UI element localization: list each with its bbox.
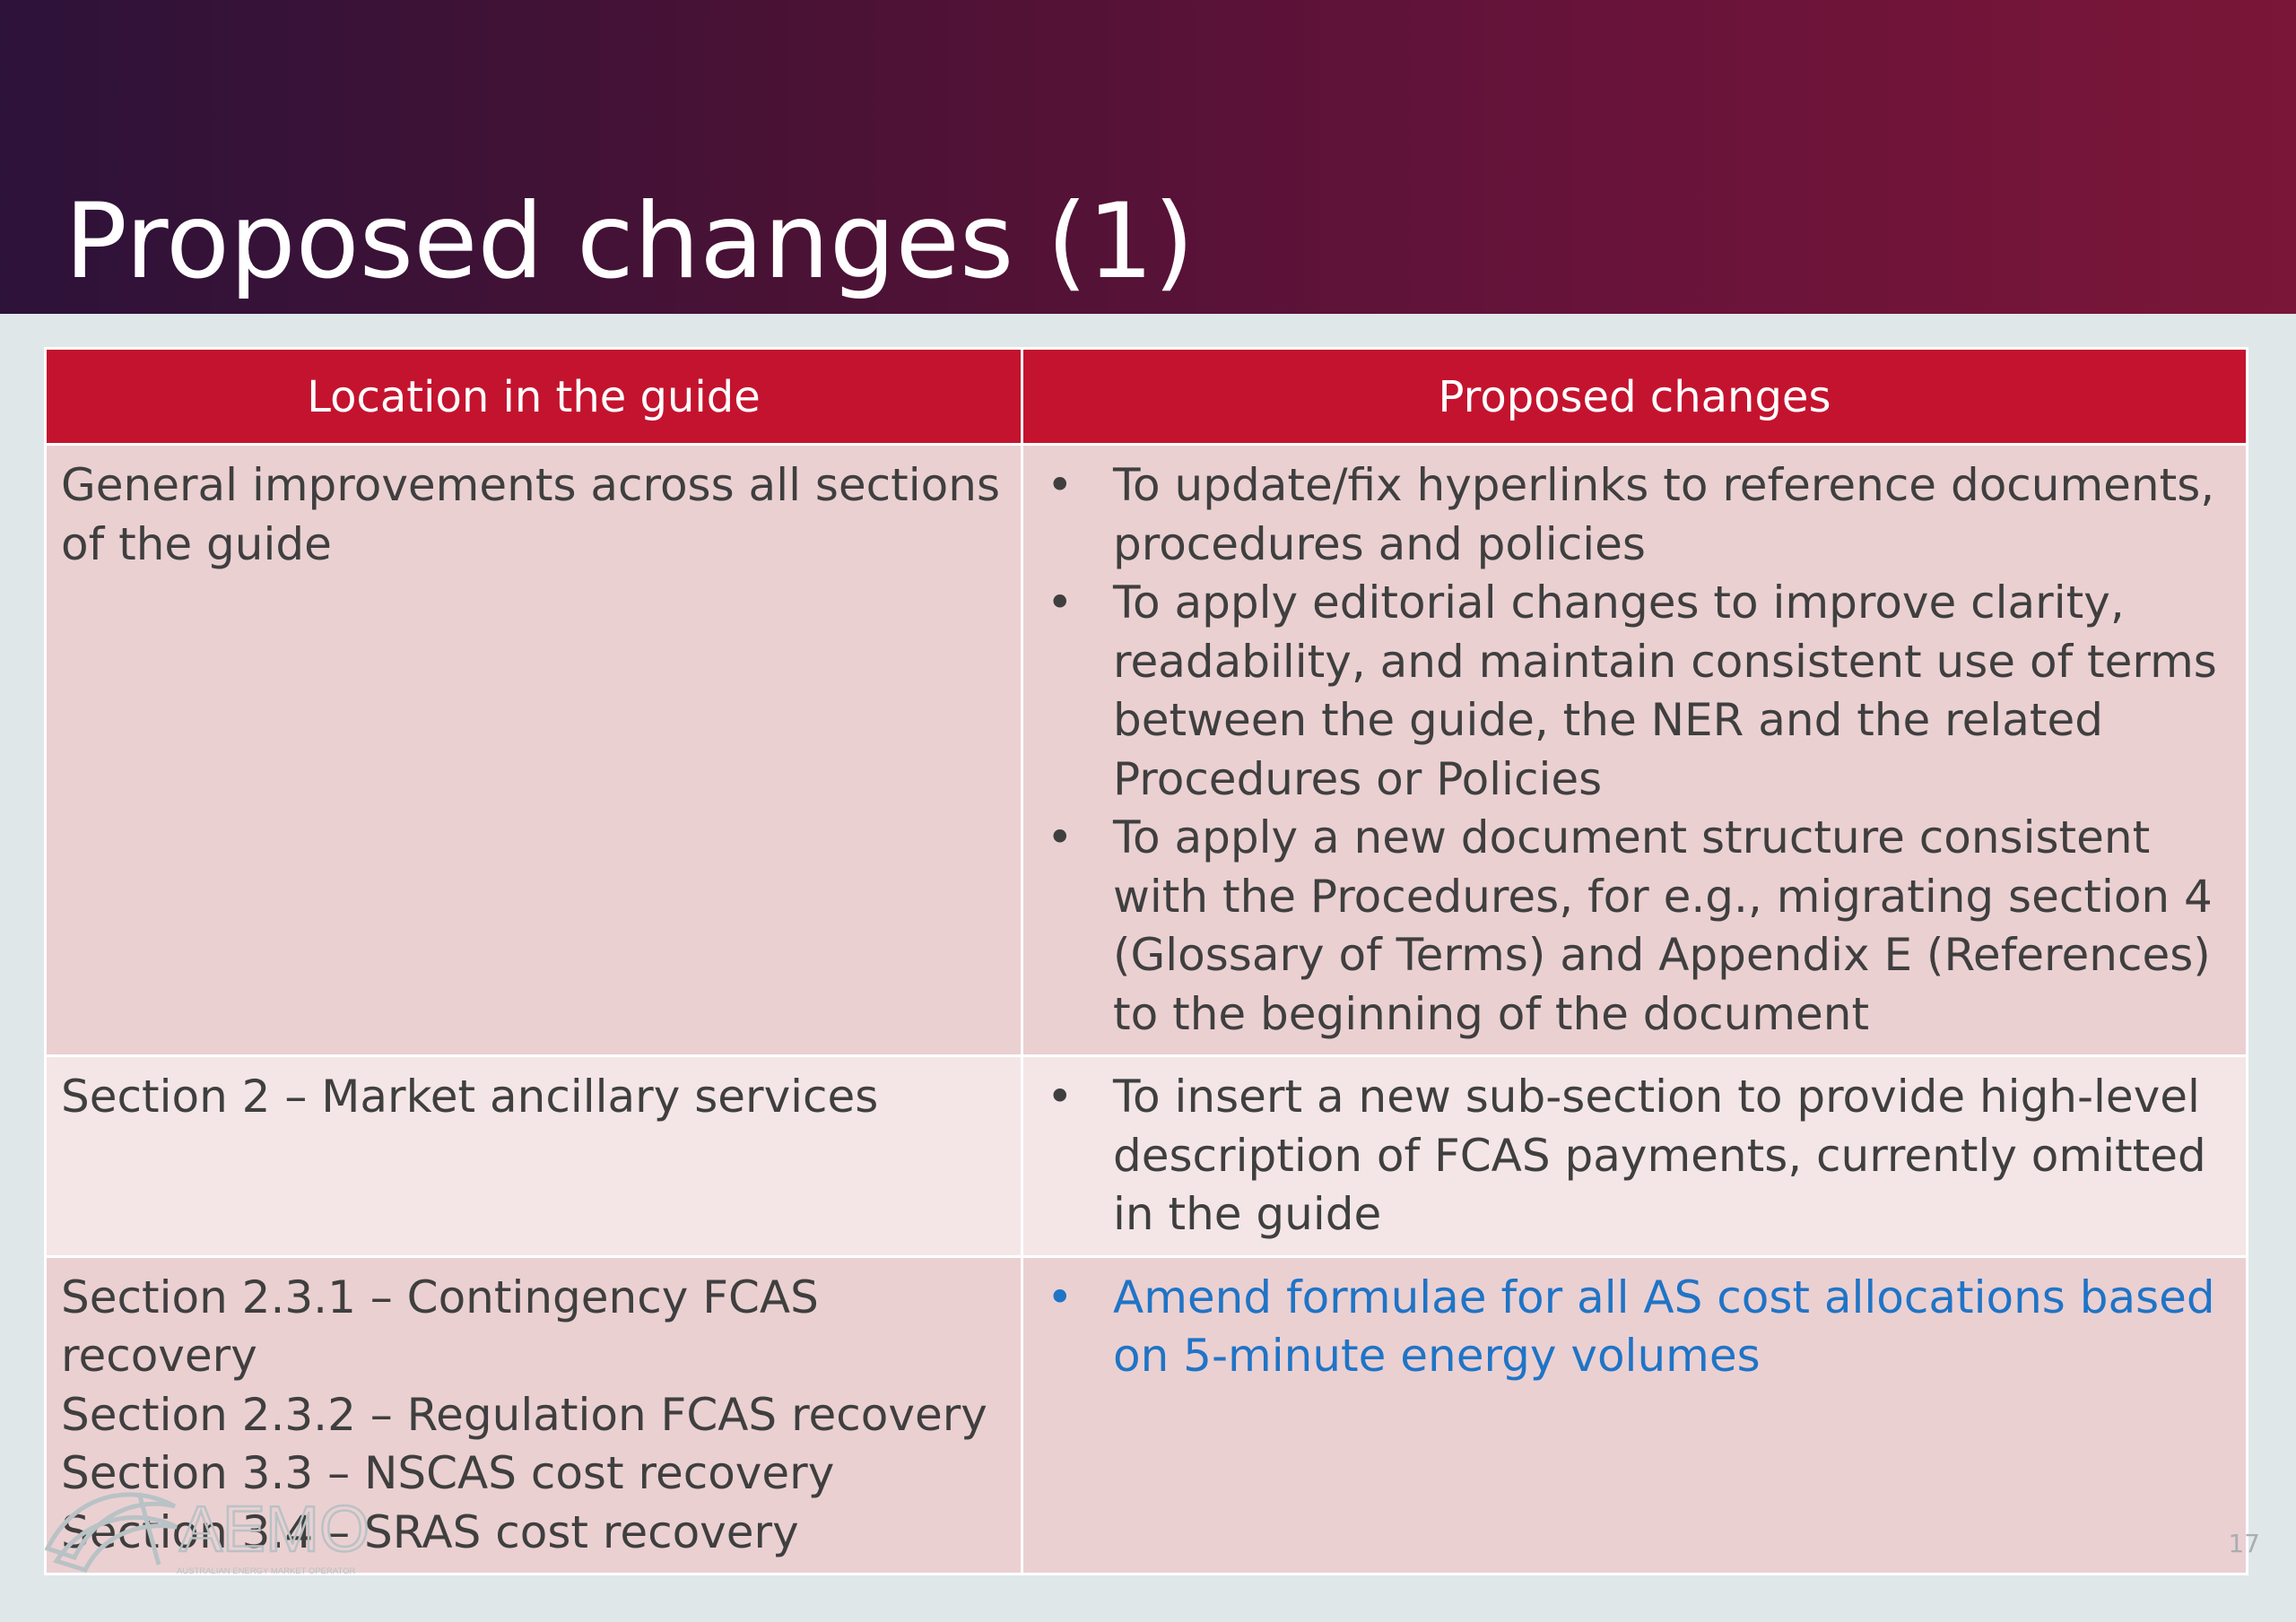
column-header-changes: Proposed changes (1021, 347, 2248, 446)
change-text: To apply a new document structure consis… (1113, 811, 2213, 1040)
list-item: • Amend formulae for all AS cost allocati… (1038, 1269, 2233, 1386)
changes-list: • To update/fix hyperlinks to reference d… (1038, 456, 2233, 1044)
bullet-icon: • (1047, 811, 1074, 863)
bullet-icon: • (1047, 1071, 1074, 1123)
change-text: To update/fix hyperlinks to reference do… (1113, 459, 2215, 570)
table-row: Section 2 – Market ancillary services • T… (44, 1054, 2248, 1258)
changes-cell: • To update/fix hyperlinks to reference d… (1021, 443, 2248, 1057)
changes-list: • Amend formulae for all AS cost allocati… (1038, 1269, 2233, 1386)
slide-title: Proposed changes (1) (65, 181, 1195, 302)
bullet-icon: • (1047, 577, 1074, 629)
column-header-location: Location in the guide (44, 347, 1023, 446)
table-row: General improvements across all sections… (44, 443, 2248, 1057)
location-text: Section 2.3.2 – Regulation FCAS recovery (61, 1388, 987, 1441)
location-text: Section 2 – Market ancillary services (61, 1071, 879, 1123)
aemo-logo-icon: AEMO AUSTRALIAN ENERGY MARKET OPERATOR (44, 1492, 370, 1576)
location-text: General improvements across all sections… (61, 459, 1000, 570)
logo-wordmark: AEMO (179, 1494, 370, 1566)
location-text: Section 2.3.1 – Contingency FCAS recover… (61, 1271, 819, 1383)
page-number: 17 (2228, 1529, 2260, 1558)
list-item: • To apply a new document structure consi… (1038, 809, 2233, 1044)
table-header-row: Location in the guide Proposed changes (44, 347, 2248, 446)
bullet-icon: • (1047, 459, 1074, 511)
change-text: To apply editorial changes to improve cl… (1113, 577, 2217, 805)
location-cell: Section 2 – Market ancillary services (44, 1054, 1023, 1258)
changes-table: Location in the guide Proposed changes G… (44, 347, 2248, 1575)
list-item: • To apply editorial changes to improve c… (1038, 574, 2233, 809)
bullet-icon: • (1047, 1271, 1074, 1323)
location-cell: Section 2.3.1 – Contingency FCAS recover… (44, 1254, 1023, 1575)
location-text: Section 3.4 – SRAS cost recovery (61, 1505, 799, 1558)
table-row: Section 2.3.1 – Contingency FCAS recover… (44, 1254, 2248, 1575)
title-banner (0, 0, 2296, 314)
changes-cell: • Amend formulae for all AS cost allocati… (1021, 1254, 2248, 1575)
list-item: • To insert a new sub-section to provide … (1038, 1068, 2233, 1245)
changes-cell: • To insert a new sub-section to provide … (1021, 1054, 2248, 1258)
changes-list: • To insert a new sub-section to provide … (1038, 1068, 2233, 1245)
aemo-logo: AEMO AUSTRALIAN ENERGY MARKET OPERATOR (40, 1475, 381, 1583)
location-text: Section 3.3 – NSCAS cost recovery (61, 1447, 835, 1499)
list-item: • To update/fix hyperlinks to reference d… (1038, 456, 2233, 574)
change-text: To insert a new sub-section to provide h… (1113, 1071, 2206, 1240)
location-cell: General improvements across all sections… (44, 443, 1023, 1057)
change-text: Amend formulae for all AS cost allocatio… (1113, 1271, 2215, 1383)
logo-tagline: AUSTRALIAN ENERGY MARKET OPERATOR (177, 1566, 356, 1576)
